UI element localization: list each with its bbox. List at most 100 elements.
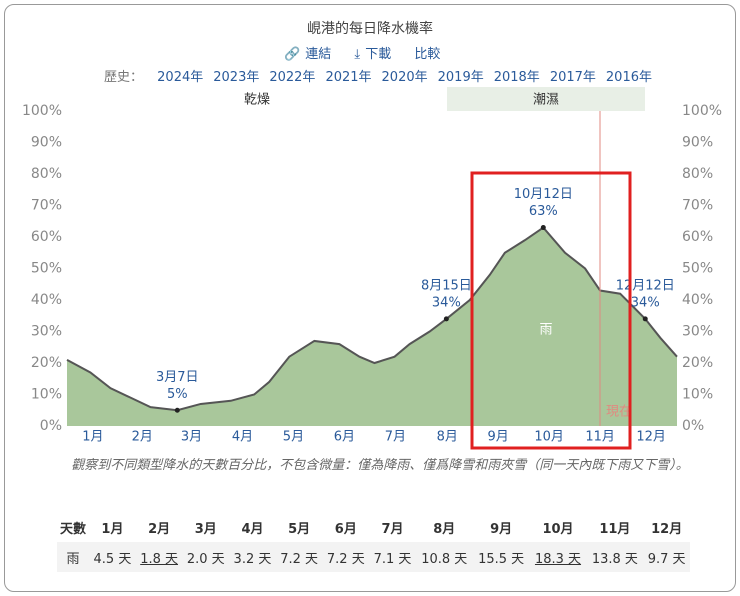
annotation-value: 34% — [432, 295, 461, 310]
annotation-dot — [443, 316, 449, 322]
band-label: 乾燥 — [244, 93, 270, 108]
header-cell: 12月 — [651, 521, 683, 537]
x-tick-label: 8月 — [437, 430, 458, 445]
annotation-date: 3月7日 — [156, 370, 199, 385]
y2-tick-label: 30% — [682, 324, 713, 340]
now-label: 現在 — [606, 405, 632, 420]
y-tick-label: 60% — [31, 229, 62, 245]
y2-tick-label: 10% — [682, 387, 713, 403]
y-tick-label: 10% — [31, 387, 62, 403]
cell: 雨 — [66, 551, 80, 567]
y2-tick-label: 20% — [682, 355, 713, 371]
cell: 7.2 天 — [280, 551, 319, 567]
x-tick-label: 9月 — [488, 430, 509, 445]
link[interactable]: 下載 — [365, 47, 392, 62]
header-cell: 6月 — [334, 521, 357, 537]
x-tick-label: 5月 — [283, 430, 304, 445]
header-cell: 7月 — [381, 521, 404, 537]
y-tick-label: 70% — [31, 198, 62, 214]
year-link[interactable]: 2022年 — [269, 70, 316, 85]
year-link[interactable]: 2019年 — [437, 70, 484, 85]
highlight-box — [470, 171, 632, 450]
x-tick-label: 3月 — [181, 430, 202, 445]
year-link[interactable]: 2018年 — [493, 70, 540, 85]
cell: 1.8 天 — [140, 551, 179, 567]
cell: 7.2 天 — [326, 551, 365, 567]
annotation-value: 63% — [529, 204, 558, 219]
band-label: 潮濕 — [533, 93, 559, 108]
y-tick-label: 40% — [31, 292, 62, 308]
header-cell: 2月 — [148, 521, 171, 537]
y2-tick-label: 90% — [682, 135, 713, 151]
cell: 13.8 天 — [591, 551, 638, 567]
header-cell: 8月 — [433, 521, 456, 537]
x-tick-label: 12月 — [636, 430, 666, 445]
annotation-value: 5% — [167, 387, 188, 402]
y-tick-label: 20% — [31, 355, 62, 371]
annotation-dot — [642, 316, 648, 322]
x-tick-label: 7月 — [385, 430, 406, 445]
y2-tick-label: 50% — [682, 261, 713, 277]
y-tick-label: 80% — [31, 166, 62, 182]
cell: 9.7 天 — [647, 551, 686, 567]
header-cell: 3月 — [194, 521, 217, 537]
y2-tick-label: 70% — [682, 198, 713, 214]
frame — [4, 4, 736, 592]
y2-tick-label: 100% — [682, 103, 722, 119]
year-link[interactable]: 2021年 — [325, 70, 372, 85]
y2-tick-label: 0% — [682, 418, 704, 434]
annotation-date: 12月12日 — [616, 278, 675, 293]
table: 天數 1月 2月 3月 4月 5月 6月 7月 8月 9月 10月 11月 12月雨 4.5 天 1.8 天… — [57, 512, 690, 572]
area — [67, 227, 677, 426]
series-label: 雨 — [539, 323, 552, 338]
annotation-dot — [540, 225, 546, 231]
header-cell: 11月 — [599, 521, 631, 537]
year-link[interactable]: 2023年 — [213, 70, 260, 85]
year-link[interactable]: 2017年 — [549, 70, 596, 85]
links: 🔗 連結 ⤓ 下載 比較 — [284, 43, 440, 62]
annotation-value: 34% — [631, 295, 660, 310]
year-link[interactable]: 2020年 — [381, 70, 428, 85]
link-icon: 🔗 — [284, 47, 301, 62]
y-tick-label: 50% — [31, 261, 62, 277]
y2-tick-label: 60% — [682, 229, 713, 245]
cell: 18.3 天 — [534, 551, 582, 567]
header-cell: 4月 — [241, 521, 264, 537]
cell: 15.5 天 — [478, 551, 525, 567]
link[interactable]: 比較 — [414, 47, 441, 62]
annotation-date: 8月15日 — [421, 278, 472, 293]
cell: 4.5 天 — [93, 551, 132, 567]
y2-tick-label: 80% — [682, 166, 713, 182]
x-tick-label: 4月 — [232, 430, 253, 445]
y-tick-label: 90% — [31, 135, 62, 151]
header-cell: 5月 — [288, 521, 311, 537]
title: 峴港的每日降水機率 — [307, 21, 433, 37]
annotation-dot — [174, 407, 180, 413]
y-tick-label: 100% — [22, 103, 62, 119]
y-tick-label: 0% — [40, 418, 62, 434]
cell: 3.2 天 — [233, 551, 272, 567]
history: 歷史： 2024年 2023年 2022年 2021年 2020年 2019年 2018年 2… — [104, 66, 652, 85]
download-icon: ⤓ — [354, 47, 361, 62]
header-cell: 10月 — [542, 521, 574, 537]
chart: 乾燥 潮濕 0% 0% 10% 10% 20% 20% 30% 30% 40% 40% 50% 50%… — [22, 87, 722, 450]
header-cell: 9月 — [490, 521, 513, 537]
wet-band — [447, 87, 645, 111]
link[interactable]: 連結 — [305, 47, 332, 62]
y-tick-label: 30% — [31, 324, 62, 340]
x-tick-label: 11月 — [585, 430, 615, 445]
table-row: 雨 4.5 天 1.8 天 2.0 天 3.2 天 7.2 天 7.2 天 7.1 天 10.8… — [57, 542, 690, 572]
x-tick-label: 2月 — [132, 430, 153, 445]
x-tick-label: 1月 — [82, 430, 103, 445]
cell: 2.0 天 — [186, 551, 225, 567]
y2-tick-label: 40% — [682, 292, 713, 308]
x-tick-label: 6月 — [334, 430, 355, 445]
header-cell: 天數 — [60, 521, 87, 537]
year-link[interactable]: 2016年 — [605, 70, 652, 85]
header-cell: 1月 — [101, 521, 124, 537]
year-link[interactable]: 2024年 — [157, 70, 204, 85]
cell: 7.1 天 — [373, 551, 412, 567]
history-label: 歷史： — [104, 70, 144, 85]
table-header: 天數 1月 2月 3月 4月 5月 6月 7月 8月 9月 10月 11月 12月 — [57, 512, 690, 542]
